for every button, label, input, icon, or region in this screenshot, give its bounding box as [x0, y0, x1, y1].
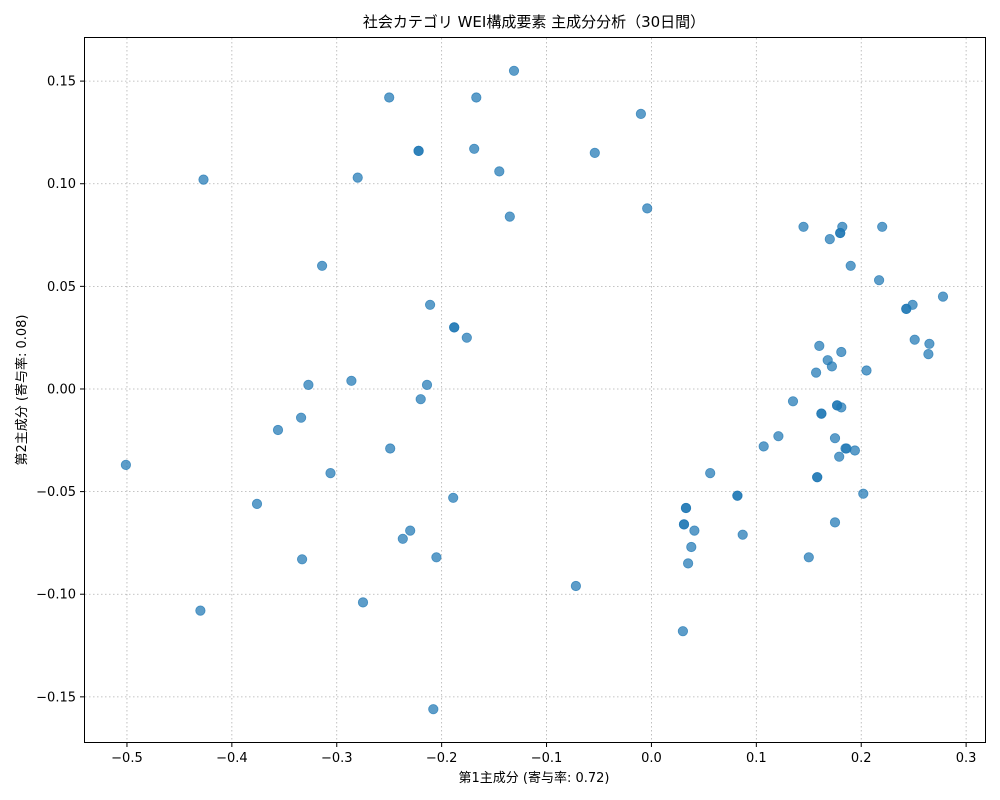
data-point — [758, 441, 769, 452]
data-point — [357, 597, 369, 608]
y-tick-label: −0.15 — [36, 690, 76, 705]
data-point — [469, 143, 480, 154]
data-point — [570, 580, 582, 592]
x-axis-title: 第1主成分 (寄与率: 0.72) — [458, 770, 609, 786]
data-point — [798, 221, 809, 232]
data-point — [424, 299, 436, 310]
data-point — [120, 459, 132, 470]
y-tick-label: 0.05 — [47, 280, 76, 295]
data-points — [120, 65, 949, 715]
data-point — [824, 234, 835, 245]
data-point — [837, 221, 848, 232]
data-point — [295, 412, 307, 423]
x-tick-label: −0.5 — [111, 751, 143, 766]
data-point — [428, 704, 439, 715]
x-tick-label: −0.3 — [321, 751, 353, 766]
data-point — [773, 431, 784, 442]
data-point — [732, 490, 743, 501]
x-tick-label: 0.3 — [956, 751, 977, 766]
data-point — [680, 502, 692, 514]
data-point — [845, 260, 856, 271]
data-point — [316, 260, 328, 271]
data-point — [508, 65, 520, 76]
y-axis-ticks: −0.15 −0.10 −0.05 0.00 0.05 0.10 0.15 — [36, 75, 85, 705]
grid — [85, 38, 985, 742]
data-point — [841, 443, 852, 454]
data-point — [682, 558, 694, 569]
data-point — [861, 365, 872, 376]
data-point — [836, 402, 847, 413]
data-point — [346, 375, 357, 386]
data-point — [421, 379, 433, 390]
data-point — [737, 529, 748, 540]
x-tick-label: 0.0 — [641, 751, 662, 766]
y-tick-label: 0.15 — [47, 75, 76, 90]
data-point — [810, 367, 822, 378]
data-point — [303, 379, 314, 390]
data-point — [397, 533, 408, 544]
data-point — [589, 147, 600, 158]
data-point — [787, 396, 799, 407]
data-point — [415, 394, 426, 405]
data-point — [352, 172, 363, 183]
data-point — [461, 332, 472, 343]
data-point — [405, 525, 416, 536]
y-tick-label: 0.00 — [47, 382, 76, 397]
data-point — [195, 605, 206, 616]
data-point — [251, 498, 263, 509]
data-point — [834, 451, 845, 462]
data-point — [689, 525, 700, 536]
data-point — [803, 552, 814, 563]
x-axis-ticks: −0.5 −0.4 −0.3 −0.2 −0.1 0.0 0.1 0.2 0.3 — [111, 742, 976, 766]
data-point — [385, 443, 396, 454]
data-point — [826, 361, 838, 372]
data-point — [907, 299, 918, 310]
data-point — [829, 517, 841, 528]
data-point — [677, 626, 689, 637]
data-point — [272, 424, 284, 436]
data-point — [814, 340, 825, 351]
x-tick-label: −0.4 — [216, 751, 248, 766]
data-point — [449, 322, 460, 333]
plot-frame — [84, 37, 986, 743]
data-point — [836, 346, 847, 358]
data-point — [384, 92, 395, 103]
data-point — [325, 467, 336, 479]
data-point — [431, 552, 442, 563]
data-point — [642, 203, 653, 214]
data-point — [877, 221, 888, 232]
data-point — [705, 467, 716, 479]
data-point — [858, 488, 869, 499]
y-tick-label: −0.10 — [36, 588, 76, 603]
data-point — [635, 108, 647, 120]
data-point — [686, 541, 697, 553]
y-tick-label: −0.05 — [36, 485, 76, 500]
x-tick-label: 0.1 — [746, 751, 767, 766]
data-point — [923, 348, 934, 360]
chart-title: 社会カテゴリ WEI構成要素 主成分分析（30日間） — [363, 13, 705, 31]
data-point — [413, 145, 424, 156]
data-point — [812, 472, 823, 483]
data-point — [296, 554, 308, 565]
data-point — [494, 166, 505, 177]
data-point — [909, 334, 920, 345]
data-point — [924, 338, 935, 349]
data-point — [198, 174, 209, 185]
y-tick-label: 0.10 — [47, 177, 76, 192]
data-point — [448, 492, 459, 503]
y-axis-title: 第2主成分 (寄与率: 0.08) — [14, 314, 30, 465]
data-point — [816, 408, 827, 419]
data-point — [471, 92, 482, 103]
data-point — [678, 519, 690, 530]
data-point — [937, 291, 949, 302]
data-point — [829, 433, 841, 444]
data-point — [504, 211, 515, 222]
x-tick-label: −0.2 — [426, 751, 458, 766]
x-tick-label: 0.2 — [851, 751, 872, 766]
data-point — [873, 275, 885, 286]
data-point — [849, 445, 861, 456]
x-tick-label: −0.1 — [531, 751, 563, 766]
